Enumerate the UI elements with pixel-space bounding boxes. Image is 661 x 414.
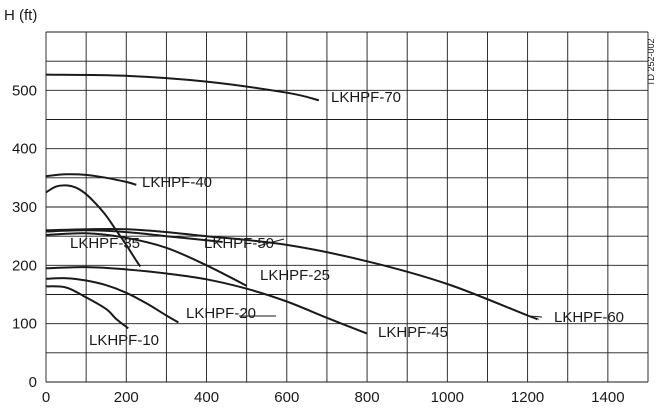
- y-tick-label: 300: [12, 199, 37, 216]
- y-tick-label: 200: [12, 257, 37, 274]
- x-axis-ticks: 0 200 400 600 800 1000 1200 1400: [42, 389, 625, 406]
- curve-label-lkhpf-25: LKHPF-25: [260, 267, 330, 284]
- y-axis-title: H (ft): [4, 7, 37, 24]
- leader-lkhpf-50: [257, 238, 285, 247]
- x-tick-label: 400: [194, 389, 219, 406]
- curve-label-lkhpf-50: LKHPF-50: [204, 235, 274, 252]
- y-tick-label: 0: [29, 374, 37, 391]
- document-code: TD 252-002: [646, 38, 656, 86]
- y-tick-label: 100: [12, 316, 37, 333]
- x-tick-label: 1000: [431, 389, 464, 406]
- curve-lkhpf-35: [45, 184, 142, 268]
- curve-label-lkhpf-40: LKHPF-40: [142, 174, 212, 191]
- curve-label-lkhpf-60: LKHPF-60: [554, 309, 624, 326]
- x-tick-label: 0: [42, 389, 50, 406]
- x-tick-label: 1200: [511, 389, 544, 406]
- curve-lkhpf-70: [45, 73, 320, 102]
- x-tick-label: 600: [274, 389, 299, 406]
- curve-lkhpf-50: [45, 229, 223, 243]
- y-axis-ticks: 0 100 200 300 400 500: [12, 82, 37, 391]
- curves: [45, 73, 539, 335]
- curve-label-lkhpf-35: LKHPF-35: [70, 235, 140, 252]
- curve-labels: LKHPF-70 LKHPF-40 LKHPF-35 LKHPF-50 LKHPF-25…: [70, 89, 624, 349]
- curve-label-lkhpf-20: LKHPF-20: [186, 305, 256, 322]
- curve-label-lkhpf-10: LKHPF-10: [89, 332, 159, 349]
- curve-lkhpf-25: [45, 232, 248, 287]
- x-tick-label: 200: [114, 389, 139, 406]
- curve-label-lkhpf-45: LKHPF-45: [378, 324, 448, 341]
- curve-lkhpf-60: [45, 227, 539, 321]
- y-tick-label: 500: [12, 82, 37, 99]
- x-tick-label: 1400: [591, 389, 624, 406]
- leader-lkhpf-60: [528, 315, 543, 318]
- y-tick-label: 400: [12, 141, 37, 158]
- curve-lkhpf-20: [45, 277, 179, 324]
- leader-lines: [239, 238, 543, 318]
- curve-lkhpf-10: [45, 285, 129, 330]
- x-tick-label: 800: [355, 389, 380, 406]
- curve-label-lkhpf-70: LKHPF-70: [331, 89, 401, 106]
- grid: [45, 31, 649, 383]
- curve-lkhpf-40: [45, 173, 137, 186]
- curve-lkhpf-45: [45, 266, 368, 335]
